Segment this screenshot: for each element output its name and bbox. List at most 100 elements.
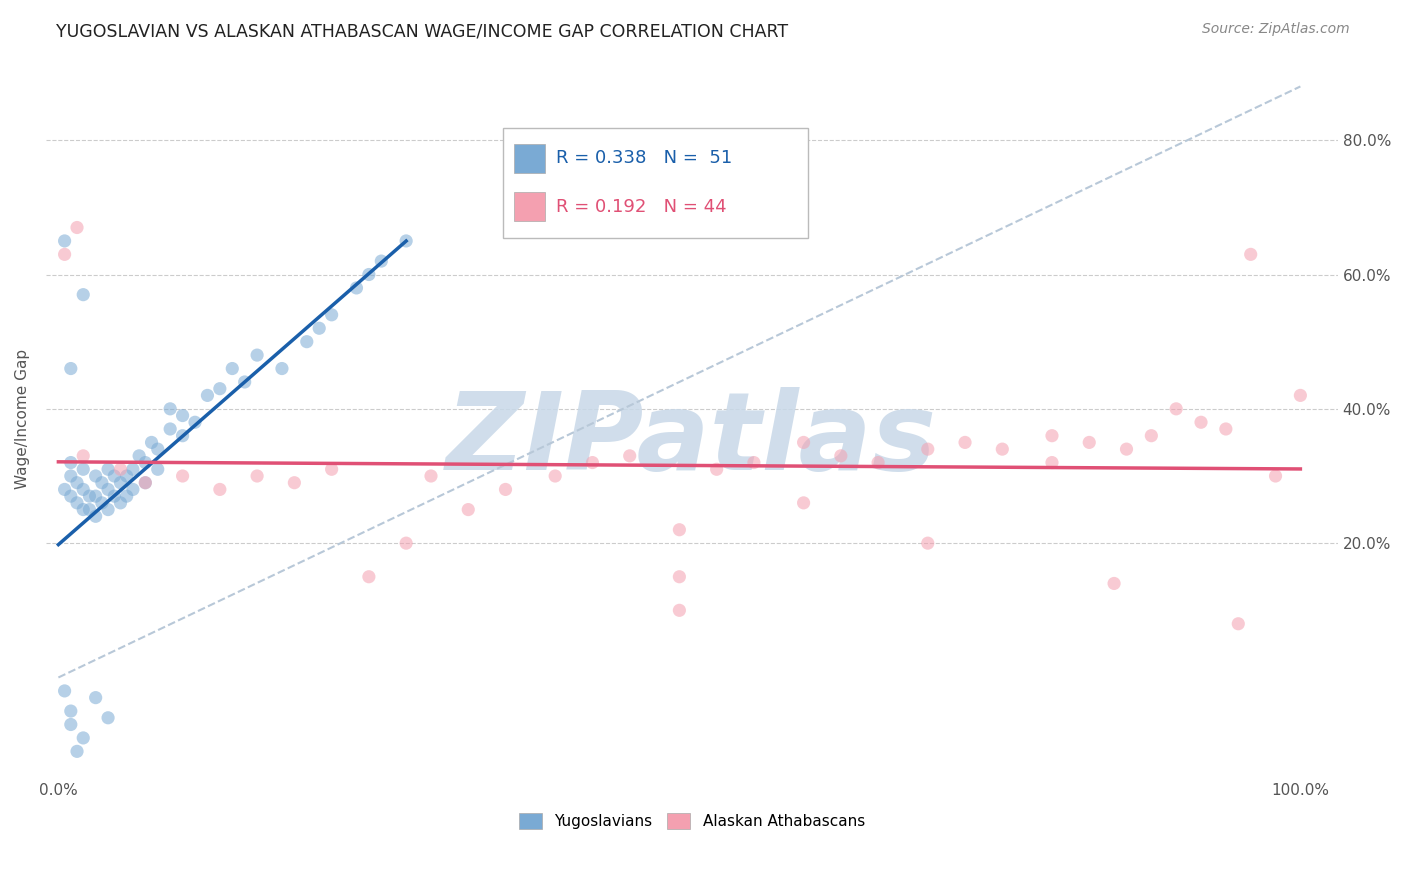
Point [395, 234, 418, 248]
Point [72, 449, 94, 463]
Point [103, 469, 125, 483]
Point [221, 361, 243, 376]
Point [271, 361, 294, 376]
Point [581, 456, 603, 470]
Point [146, 462, 169, 476]
Point [793, 496, 815, 510]
Point [793, 435, 815, 450]
Point [1289, 388, 1312, 402]
Text: R = 0.192   N = 44: R = 0.192 N = 44 [557, 198, 727, 216]
Point [134, 475, 156, 490]
Point [283, 475, 305, 490]
Point [59, 361, 82, 376]
Point [84, 469, 107, 483]
Point [72, 483, 94, 497]
Point [917, 536, 939, 550]
Point [53, 234, 76, 248]
Point [122, 462, 145, 476]
Point [110, 475, 132, 490]
Point [59, 469, 82, 483]
Point [110, 496, 132, 510]
Point [706, 462, 728, 476]
Point [1140, 428, 1163, 442]
Point [84, 509, 107, 524]
Point [59, 489, 82, 503]
Point [66, 475, 89, 490]
Point [991, 442, 1014, 457]
Point [346, 281, 368, 295]
Point [134, 456, 156, 470]
Point [172, 409, 194, 423]
Point [1215, 422, 1237, 436]
Point [395, 536, 418, 550]
Point [1040, 456, 1063, 470]
Point [457, 502, 479, 516]
Point [246, 469, 269, 483]
Point [1227, 616, 1250, 631]
Point [115, 489, 138, 503]
Point [1102, 576, 1125, 591]
Point [59, 456, 82, 470]
Point [370, 254, 392, 268]
Point [420, 469, 443, 483]
Point [72, 502, 94, 516]
Point [79, 502, 101, 516]
Point [742, 456, 765, 470]
Point [141, 435, 163, 450]
Point [122, 483, 145, 497]
Point [90, 475, 112, 490]
Point [90, 496, 112, 510]
Point [66, 220, 89, 235]
Point [1240, 247, 1263, 261]
Point [668, 523, 690, 537]
Point [495, 483, 517, 497]
Point [72, 462, 94, 476]
Point [184, 415, 207, 429]
Text: ZIPatlas: ZIPatlas [446, 387, 938, 493]
Point [868, 456, 890, 470]
Point [110, 462, 132, 476]
Point [134, 475, 156, 490]
Point [1166, 401, 1188, 416]
Point [668, 570, 690, 584]
Y-axis label: Wage/Income Gap: Wage/Income Gap [15, 349, 30, 489]
Point [72, 287, 94, 301]
Point [830, 449, 852, 463]
Point [59, 717, 82, 731]
Point [953, 435, 976, 450]
Point [321, 308, 343, 322]
Point [97, 483, 120, 497]
Point [72, 731, 94, 745]
Point [321, 462, 343, 476]
Point [544, 469, 567, 483]
Text: R = 0.338   N =  51: R = 0.338 N = 51 [557, 150, 733, 168]
Point [115, 469, 138, 483]
Point [97, 462, 120, 476]
Point [159, 422, 181, 436]
Point [208, 382, 231, 396]
Text: Source: ZipAtlas.com: Source: ZipAtlas.com [1202, 22, 1350, 37]
Point [308, 321, 330, 335]
Legend: Yugoslavians, Alaskan Athabascans: Yugoslavians, Alaskan Athabascans [513, 807, 870, 835]
Text: YUGOSLAVIAN VS ALASKAN ATHABASCAN WAGE/INCOME GAP CORRELATION CHART: YUGOSLAVIAN VS ALASKAN ATHABASCAN WAGE/I… [56, 22, 789, 40]
Point [84, 690, 107, 705]
Point [208, 483, 231, 497]
Point [128, 449, 150, 463]
Point [1264, 469, 1286, 483]
Point [103, 489, 125, 503]
Point [197, 388, 219, 402]
Point [53, 483, 76, 497]
Point [53, 247, 76, 261]
Point [84, 489, 107, 503]
Point [1189, 415, 1212, 429]
Point [159, 401, 181, 416]
Point [66, 744, 89, 758]
Point [97, 502, 120, 516]
Point [295, 334, 318, 349]
Point [97, 711, 120, 725]
Point [1040, 428, 1063, 442]
Point [172, 469, 194, 483]
Point [66, 496, 89, 510]
Point [233, 375, 256, 389]
Point [146, 442, 169, 457]
